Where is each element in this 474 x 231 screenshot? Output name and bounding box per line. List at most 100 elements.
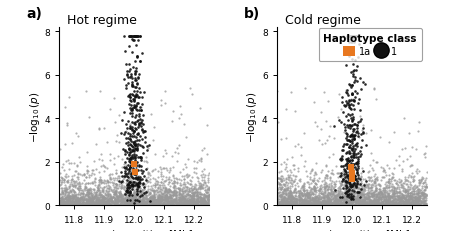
Point: [199, 186, 207, 190]
Point: [354, 183, 361, 186]
Point: [316, 202, 323, 206]
Point: [151, 203, 159, 207]
Point: [82, 175, 90, 179]
Point: [399, 197, 407, 201]
Point: [348, 149, 356, 152]
Point: [381, 198, 389, 202]
Point: [360, 195, 368, 199]
Point: [368, 166, 375, 170]
Point: [132, 79, 139, 82]
Point: [422, 195, 430, 198]
Point: [375, 203, 383, 207]
Point: [122, 201, 130, 204]
Point: [98, 192, 105, 196]
Point: [401, 179, 409, 183]
Point: [390, 201, 397, 204]
Point: [352, 155, 360, 159]
Point: [339, 201, 347, 204]
Point: [70, 195, 78, 198]
Point: [399, 199, 407, 203]
Point: [382, 197, 390, 200]
Point: [72, 169, 79, 173]
Point: [311, 199, 319, 202]
Point: [83, 188, 91, 192]
Point: [275, 195, 283, 198]
Point: [141, 193, 148, 197]
Point: [192, 203, 200, 207]
Point: [277, 178, 284, 181]
Point: [345, 177, 353, 181]
Point: [161, 195, 169, 199]
Point: [353, 185, 361, 189]
Point: [304, 202, 311, 206]
Point: [327, 192, 334, 196]
Point: [77, 195, 85, 199]
Point: [129, 148, 137, 152]
Point: [281, 196, 288, 199]
Point: [140, 129, 148, 133]
Point: [274, 191, 282, 195]
Point: [393, 199, 401, 202]
Point: [399, 194, 407, 198]
Point: [378, 178, 385, 182]
Point: [170, 182, 177, 185]
Point: [171, 189, 178, 193]
Point: [124, 175, 132, 179]
Point: [342, 157, 349, 161]
Point: [109, 203, 116, 207]
Point: [77, 200, 84, 204]
X-axis label: genomic position [Mb]: genomic position [Mb]: [76, 229, 192, 231]
Point: [402, 199, 410, 203]
Point: [190, 203, 198, 207]
Point: [136, 180, 143, 184]
Point: [282, 176, 290, 180]
Point: [190, 194, 198, 198]
Point: [350, 187, 358, 190]
Point: [406, 200, 413, 204]
Point: [334, 203, 341, 206]
Point: [101, 203, 109, 206]
Point: [83, 203, 91, 207]
Point: [391, 204, 398, 207]
Point: [408, 201, 416, 204]
Point: [161, 185, 169, 189]
Point: [68, 199, 76, 203]
Point: [191, 192, 198, 196]
Point: [307, 172, 314, 175]
Point: [404, 200, 412, 203]
Point: [56, 202, 64, 206]
Point: [422, 202, 429, 206]
Point: [175, 191, 183, 195]
Point: [404, 203, 412, 207]
Point: [368, 129, 375, 133]
Point: [356, 203, 364, 207]
Point: [190, 200, 198, 204]
Point: [291, 201, 299, 204]
Point: [147, 196, 155, 200]
Point: [201, 199, 209, 203]
Point: [376, 185, 384, 188]
Point: [137, 202, 145, 205]
Point: [137, 201, 144, 205]
Point: [129, 202, 137, 205]
Point: [338, 165, 346, 168]
Point: [303, 202, 310, 206]
Point: [56, 184, 64, 187]
Point: [58, 191, 66, 195]
Point: [327, 188, 335, 192]
Point: [135, 108, 143, 112]
Point: [363, 183, 371, 187]
Point: [365, 195, 373, 198]
Point: [56, 202, 64, 206]
Point: [320, 182, 328, 186]
Point: [176, 198, 184, 202]
Point: [88, 201, 95, 205]
Point: [151, 201, 158, 204]
Point: [129, 191, 137, 195]
Point: [173, 194, 181, 197]
Point: [183, 198, 191, 202]
Point: [109, 199, 116, 202]
Point: [57, 182, 65, 186]
Point: [275, 193, 283, 197]
Point: [399, 170, 406, 173]
